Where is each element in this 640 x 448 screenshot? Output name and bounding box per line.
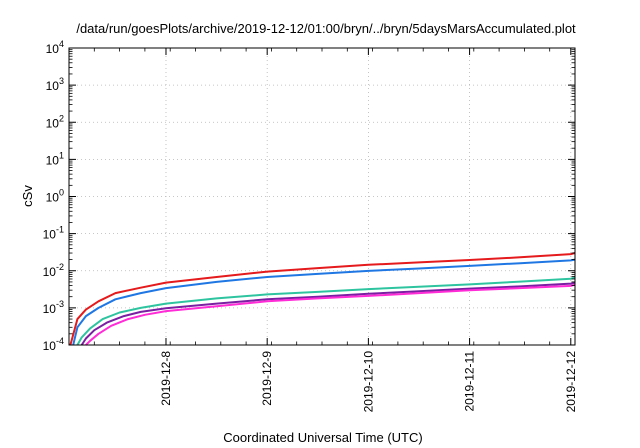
y-tick-label: 102	[46, 113, 64, 130]
series-lines	[69, 252, 576, 346]
y-axis-label: cSv	[20, 185, 35, 207]
x-axis-label: Coordinated Universal Time (UTC)	[223, 430, 422, 445]
y-tick-label: 101	[46, 150, 64, 167]
x-tick-label: 2019-12-8	[159, 351, 173, 406]
x-tick-label: 2019-12-11	[463, 351, 477, 412]
y-axis-ticks: 10-4 10-3 10-2 10-1 100 101 102 103 104	[43, 39, 575, 353]
y-tick-label: 10-1	[43, 225, 64, 242]
y-tick-label: 10-2	[43, 262, 64, 279]
x-axis-ticks: 2019-12-8 2019-12-9 2019-12-10 2019-12-11 20…	[68, 48, 578, 413]
series-line-3	[76, 276, 576, 346]
series-line-4	[80, 281, 576, 346]
y-tick-label: 10-3	[43, 299, 64, 316]
x-tick-label: 2019-12-9	[260, 351, 274, 406]
series-line-5	[85, 283, 576, 346]
chart-title: /data/run/goesPlots/archive/2019-12-12/0…	[76, 21, 576, 36]
x-tick-label: 2019-12-12	[564, 351, 578, 413]
grid-lines	[69, 48, 575, 345]
x-tick-label: 2019-12-10	[361, 351, 375, 413]
y-tick-label: 103	[46, 76, 64, 93]
y-tick-label: 10-4	[43, 336, 64, 353]
series-line-1	[69, 252, 576, 346]
y-tick-label: 104	[46, 39, 64, 56]
y-tick-label: 100	[46, 188, 64, 205]
series-line-2	[72, 258, 576, 346]
